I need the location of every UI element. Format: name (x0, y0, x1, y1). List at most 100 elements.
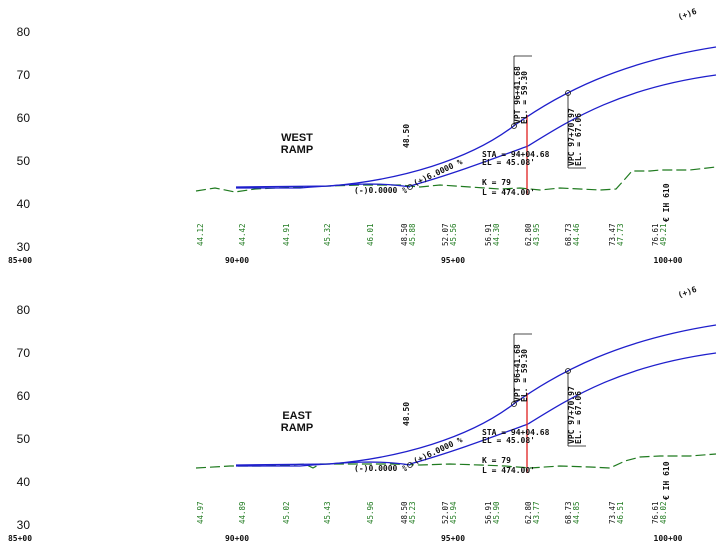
station-label: 90+00 (225, 256, 249, 265)
elevation-value: 56.91 (484, 223, 493, 246)
elevation-value: 45.96 (366, 501, 375, 524)
proposed-elevation-text: 62.80 (524, 501, 533, 524)
y-tick-label: 30 (17, 518, 31, 532)
existing-elevation-text: 44.85 (572, 501, 581, 524)
existing-elevation-text: 44.89 (238, 501, 247, 524)
west-ramp-profile-panel: 80 70 60 50 40 30 85+00 90+00 95+00 100+00 WESTRAM… (8, 7, 717, 265)
top-value-text: 48.50 (402, 124, 411, 148)
station-label: 95+00 (441, 534, 465, 543)
existing-elevation-text: 44.97 (196, 501, 205, 524)
grade-left-label: (-)0.0000 % (354, 464, 407, 473)
proposed-profile-lower (236, 74, 717, 189)
vpt-elevation-text: EL. = 59.30 (520, 71, 529, 124)
proposed-elevation-text: 56.91 (484, 501, 493, 524)
proposed-profile-lower (409, 145, 529, 187)
elevation-value: 45.43 (323, 501, 332, 524)
station-label: 100+00 (654, 534, 683, 543)
vpc-elevation-text: EL. = 67.06 (574, 391, 583, 444)
grade-mid-label: (+)6.0000 % (412, 157, 464, 188)
existing-elevation-text: 45.96 (366, 501, 375, 524)
elevation-value: 44.97 (196, 501, 205, 524)
length-text: L = 474.00' (482, 188, 535, 197)
road-label-text: € IH 610 (662, 183, 671, 222)
elevation-value: 45.56 (449, 223, 458, 246)
top-value-label: 48.50 (402, 124, 411, 148)
vpc-point (565, 368, 571, 374)
grade-top-label: (+)6 (677, 285, 698, 300)
existing-elevation-text: 44.30 (492, 223, 501, 246)
elevation-value: 45.23 (408, 501, 417, 524)
east-ramp-profile-panel: 80 70 60 50 40 30 85+00 90+00 95+00 100+00 EASTRAM… (8, 285, 717, 543)
y-tick-label: 80 (17, 303, 31, 317)
station-label: 90+00 (225, 534, 249, 543)
existing-elevation-text: 44.42 (238, 223, 247, 246)
vpt-station-text: VPT 96+41.68 (513, 66, 522, 124)
elevation-value: 45.88 (408, 223, 417, 246)
existing-elevation-text: 49.21 (659, 223, 668, 246)
elevation-value: 47.73 (616, 223, 625, 246)
elevation-value: 44.42 (238, 223, 247, 246)
road-label-text: € IH 610 (662, 461, 671, 500)
ramp-label: EAST (282, 410, 312, 422)
y-tick-label: 40 (17, 197, 31, 211)
proposed-elevation-text: 68.73 (564, 501, 573, 524)
elevation-value: 62.80 (524, 223, 533, 246)
elevation-value: 45.94 (449, 501, 458, 524)
vpc-elevation-text: EL. = 67.06 (574, 113, 583, 166)
ramp-label: RAMP (281, 422, 313, 434)
vpc-station-text: VPC 97+70.97 (567, 386, 576, 444)
y-tick-label: 60 (17, 111, 31, 125)
vpc-station-text: VPC 97+70.97 (567, 108, 576, 166)
station-label: 100+00 (654, 256, 683, 265)
elevation-value: 45.32 (323, 223, 332, 246)
elevation-value: 48.50 (400, 223, 409, 246)
road-label: € IH 610 (662, 461, 671, 500)
proposed-elevation-text: 48.50 (400, 223, 409, 246)
elevation-value: 45.90 (492, 501, 501, 524)
proposed-elevation-text: 73.47 (608, 501, 617, 524)
elevation-value: 49.21 (659, 223, 668, 246)
existing-elevation-text: 43.95 (532, 223, 541, 246)
existing-elevation-text: 45.43 (323, 501, 332, 524)
elevation-value: 44.46 (572, 223, 581, 246)
sta-text: STA = 94+04.68 (482, 428, 550, 437)
grade-mid-label: (+)6.0000 % (412, 435, 464, 466)
grade-left-label: (-)0.0000 % (354, 186, 407, 195)
elevation-value: 56.91 (484, 501, 493, 524)
existing-elevation-text: 46.51 (616, 501, 625, 524)
existing-elevation-text: 48.02 (659, 501, 668, 524)
vpc-start-point (407, 462, 413, 468)
ramp-label: WEST (281, 132, 313, 144)
el-text: EL = 45.08' (482, 436, 535, 445)
y-tick-label: 50 (17, 154, 31, 168)
elevation-value: 44.12 (196, 223, 205, 246)
elevation-value: 48.02 (659, 501, 668, 524)
vpt-elevation-text: EL. = 59.30 (520, 349, 529, 402)
existing-elevation-text: 45.94 (449, 501, 458, 524)
proposed-elevation-text: 68.73 (564, 223, 573, 246)
elevation-value: 52.07 (441, 223, 450, 246)
proposed-elevation-text: 52.07 (441, 501, 450, 524)
ramp-label: RAMP (281, 144, 313, 156)
proposed-profile-lower (409, 423, 529, 465)
proposed-profile-upper (235, 46, 717, 188)
top-value-text: 48.50 (402, 402, 411, 426)
elevation-value: 45.02 (282, 501, 291, 524)
k-value-text: K = 79 (482, 456, 511, 465)
y-tick-label: 70 (17, 68, 31, 82)
elevation-value: 62.80 (524, 501, 533, 524)
y-tick-label: 60 (17, 389, 31, 403)
elevation-value: 46.51 (616, 501, 625, 524)
elevation-value: 76.61 (651, 223, 660, 246)
proposed-profile-lower (236, 352, 717, 467)
elevation-value: 44.85 (572, 501, 581, 524)
sta-text: STA = 94+04.68 (482, 150, 550, 159)
existing-elevation-text: 44.46 (572, 223, 581, 246)
existing-elevation-text: 44.91 (282, 223, 291, 246)
vpt-point (511, 123, 517, 129)
vpt-station-text: VPT 96+41.68 (513, 344, 522, 402)
